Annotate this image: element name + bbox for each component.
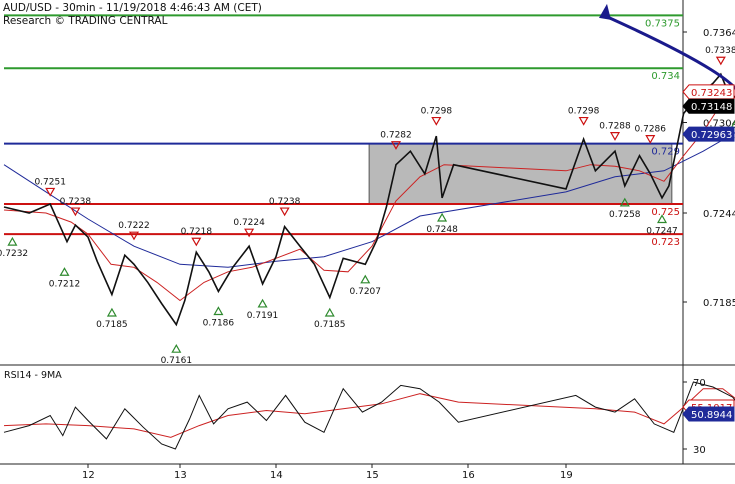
consolidation-box [368, 143, 673, 205]
pivot-high-marker-4 [128, 231, 140, 241]
chart-subtitle: Research © TRADING CENTRAL [3, 15, 168, 27]
price-tag-label-1: 0.73148 [691, 102, 732, 113]
pivot-high-marker-20 [645, 135, 656, 144]
time-tick-label-4: 16 [462, 470, 475, 480]
pivot-high-marker-18 [609, 132, 621, 141]
level-label-2: 0.729 [651, 147, 680, 158]
pivot-low-marker-19 [619, 197, 630, 207]
price-tick-label-2: 0.7244 [703, 209, 735, 220]
pivot-high-marker-16 [431, 116, 442, 126]
price-tick-label-1: 0.7304 [703, 119, 735, 130]
rsi-tag-1 [682, 406, 735, 422]
price-line [3, 72, 735, 327]
level-label-0: 0.7375 [645, 18, 680, 29]
pivot-high-label-7: 0.7218 [181, 227, 213, 237]
pivot-high-marker-11 [279, 207, 290, 217]
pivot-high-label-9: 0.7224 [233, 218, 265, 228]
level-label-3: 0.725 [651, 207, 680, 218]
time-tick-label-0: 12 [82, 470, 95, 480]
pivot-high-marker-2 [70, 207, 81, 217]
pivot-low-marker-12 [324, 307, 335, 317]
pivot-low-marker-23 [730, 120, 735, 129]
price-tick-label-3: 0.7185 [703, 298, 735, 309]
pivot-low-marker-8 [213, 306, 224, 316]
forecast-arrow-line [604, 14, 735, 91]
pivot-high-label-20: 0.7286 [635, 125, 667, 135]
pivot-low-marker-3 [59, 267, 70, 276]
pivot-high-label-17: 0.7298 [568, 107, 600, 117]
ma-slow-line [3, 132, 735, 268]
price-tick-label-0: 0.7364 [703, 28, 735, 39]
pivot-low-marker-1 [7, 236, 18, 246]
pivot-low-label-10: 0.7191 [247, 311, 279, 321]
pivot-low-marker-10 [257, 298, 268, 308]
pivot-low-label-6: 0.7161 [161, 356, 193, 366]
pivot-low-label-21: 0.7247 [646, 226, 678, 236]
pivot-high-label-14: 0.7282 [380, 131, 412, 141]
price-tag-label-2: 0.72963 [691, 130, 732, 141]
pivot-high-marker-17 [578, 116, 589, 126]
price-tag-1 [682, 98, 735, 114]
level-label-1: 0.734 [651, 71, 680, 82]
pivot-low-label-12: 0.7185 [314, 320, 346, 330]
pivot-low-marker-5 [106, 307, 117, 317]
pivot-high-marker-9 [244, 228, 255, 238]
pivot-low-label-3: 0.7212 [49, 279, 81, 289]
price-tag-2 [682, 126, 735, 142]
pivot-high-label-11: 0.7238 [269, 197, 301, 207]
pivot-high-label-2: 0.7238 [60, 197, 92, 207]
rsi-ma-line [3, 388, 735, 438]
rsi-title: RSI14 - 9MA [4, 370, 62, 381]
forecast-arrow-head [599, 3, 611, 20]
rsi-tag-label-1: 50.8944 [691, 410, 732, 421]
time-tick-label-2: 14 [270, 470, 283, 480]
pivot-low-marker-13 [360, 274, 371, 284]
pivot-low-label-15: 0.7248 [426, 225, 458, 235]
pivot-low-label-8: 0.7186 [203, 318, 235, 328]
pivot-high-marker-0 [45, 187, 56, 197]
time-tick-label-5: 19 [560, 470, 573, 480]
pivot-low-marker-6 [171, 343, 182, 353]
pivot-high-marker-14 [390, 141, 402, 150]
pivot-high-label-18: 0.7288 [599, 122, 631, 132]
time-tick-label-1: 13 [174, 470, 187, 480]
time-tick-label-3: 15 [366, 470, 379, 480]
pivot-low-label-13: 0.7207 [350, 287, 382, 297]
rsi-tick-label-1: 30 [693, 445, 706, 456]
pivot-low-label-5: 0.7185 [96, 320, 128, 330]
pivot-low-label-1: 0.7232 [0, 249, 28, 259]
pivot-high-label-16: 0.7298 [421, 107, 453, 117]
price-tag-label-0: 0.73243 [691, 88, 732, 99]
level-label-4: 0.723 [651, 237, 680, 248]
pivot-low-label-19: 0.7258 [609, 210, 641, 220]
pivot-high-label-0: 0.7251 [34, 177, 66, 187]
chart-title: AUD/USD - 30min - 11/19/2018 4:46:43 AM … [3, 2, 262, 14]
pivot-high-label-4: 0.7222 [118, 221, 150, 231]
pivot-high-marker-7 [191, 237, 202, 247]
pivot-low-marker-21 [657, 214, 668, 224]
pivot-low-marker-15 [437, 212, 448, 222]
price-tag-0 [682, 84, 735, 100]
pivot-high-marker-22 [715, 56, 726, 66]
rsi-line [3, 381, 735, 450]
pivot-high-label-22: 0.7338 [705, 46, 735, 56]
